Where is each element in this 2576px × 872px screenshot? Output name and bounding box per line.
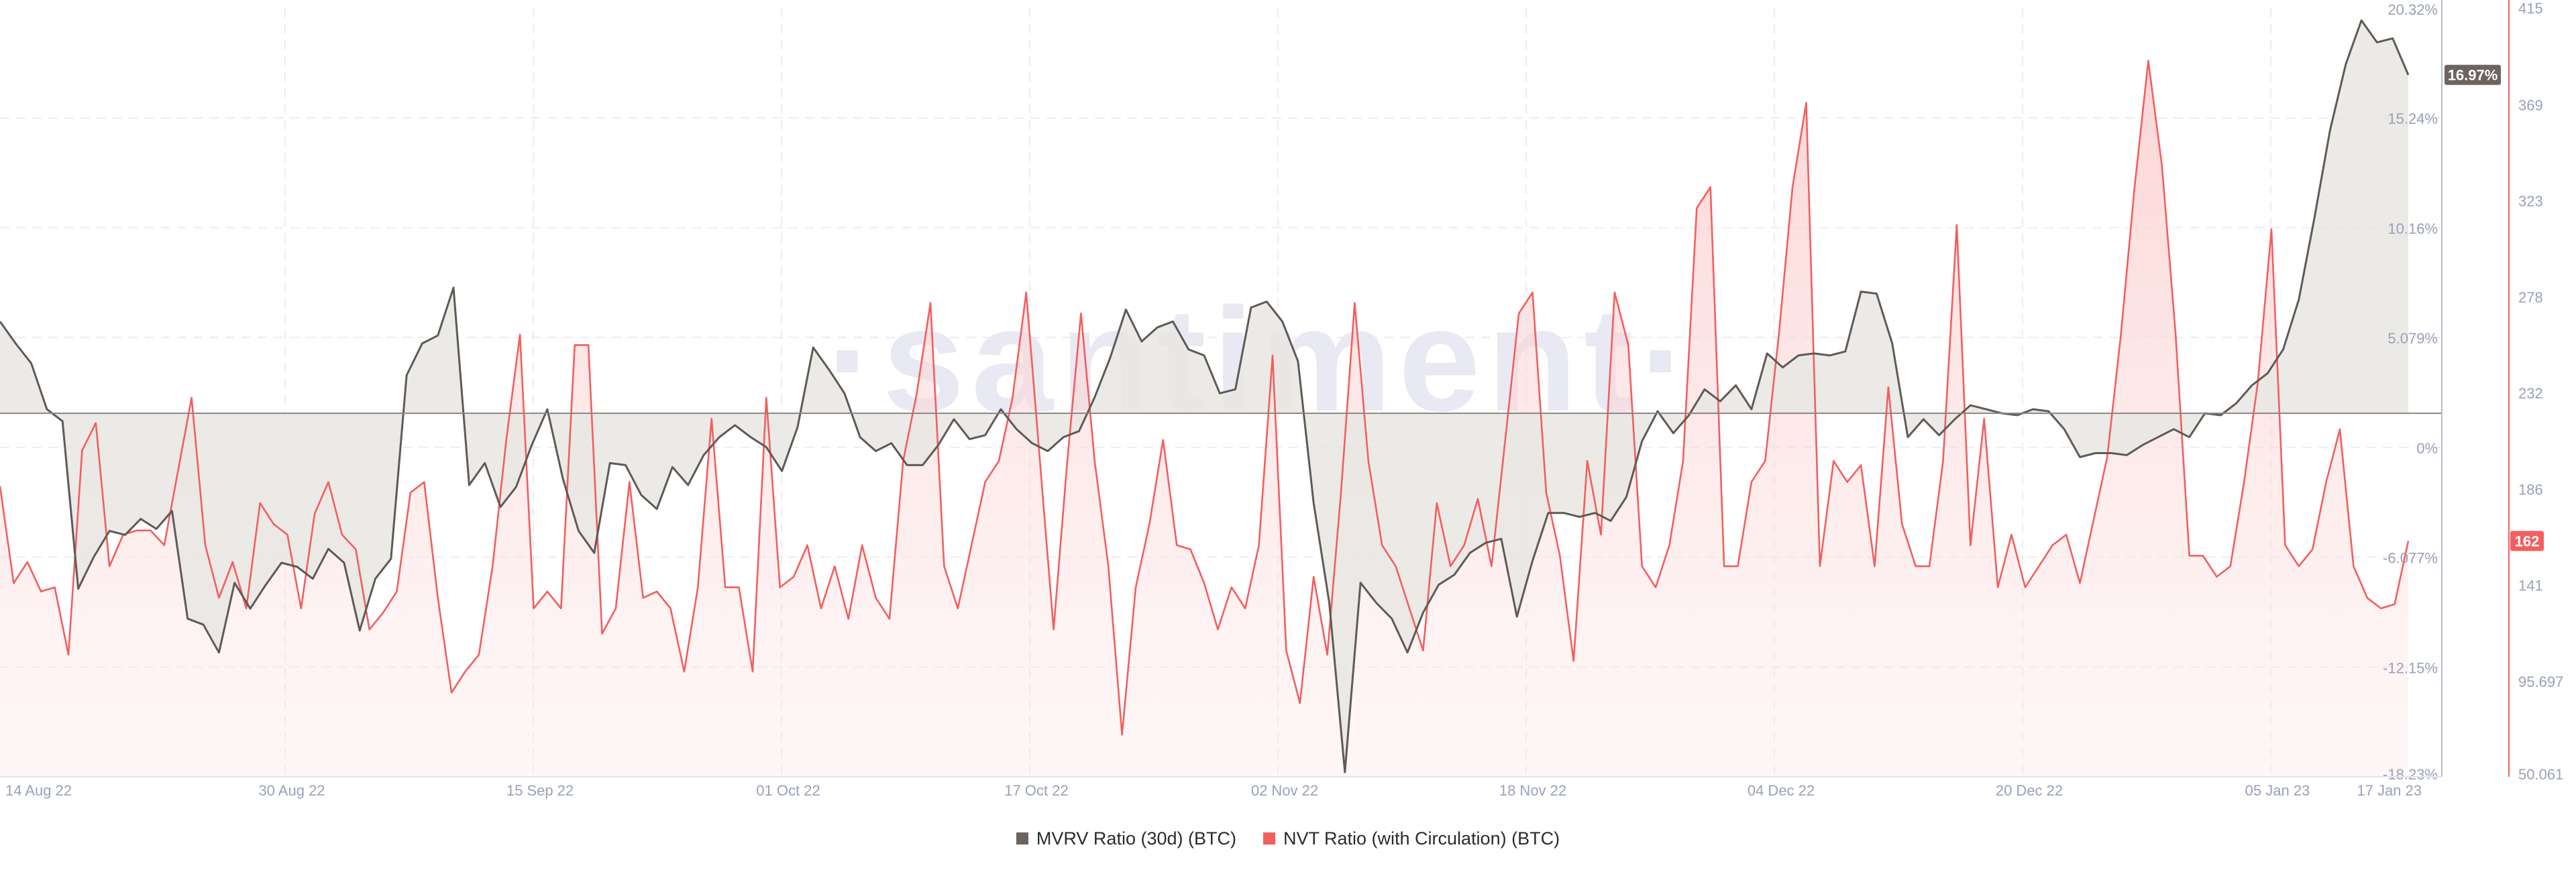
chart-legend: MVRV Ratio (30d) (BTC) NVT Ratio (with C…: [0, 822, 2576, 855]
x-axis-tick-label: 18 Nov 22: [1499, 782, 1566, 799]
mvrv-area: [0, 20, 2408, 773]
x-axis-tick-label: 14 Aug 22: [5, 782, 72, 799]
right-axis-tick-label: 278: [2518, 289, 2543, 306]
nvt-current-value: 162: [2515, 533, 2540, 549]
right-axis-tick-label: 141: [2518, 578, 2543, 594]
axes: 20.32% 15.24% 10.16% 5.079% 0% -6.077% -12.15%…: [0, 0, 2563, 799]
left-axis-tick-label: -12.15%: [2383, 659, 2438, 676]
x-axis-tick-label: 04 Dec 22: [1748, 782, 1815, 799]
right-axis-tick-label: 323: [2518, 193, 2543, 210]
left-axis-tick-label: 15.24%: [2387, 111, 2438, 127]
mvrv-current-badge: [2445, 64, 2501, 85]
left-axis-tick-label: -18.23%: [2383, 766, 2438, 783]
x-axis-tick-label: 02 Nov 22: [1251, 782, 1318, 799]
legend-item-mvrv[interactable]: MVRV Ratio (30d) (BTC): [1016, 828, 1236, 849]
current-value-badges: 16.97% 162: [2445, 64, 2544, 551]
chart-canvas: ·santiment· 20.32%15.24%10.16%5.079%0%-6…: [0, 0, 2563, 799]
legend-label-nvt: NVT Ratio (with Circulation) (BTC): [1283, 828, 1560, 849]
left-axis-tick-label: 20.32%: [2387, 1, 2438, 18]
right-axis-tick-label: 369: [2518, 97, 2543, 113]
nvt-line: [0, 60, 2410, 736]
x-axis-tick-label: 15 Sep 22: [506, 782, 574, 799]
legend-label-mvrv: MVRV Ratio (30d) (BTC): [1036, 828, 1236, 849]
nvt-area: [0, 60, 2408, 777]
mvrv-line: [0, 19, 2410, 773]
right-axis-tick-label: 95.697: [2518, 673, 2563, 690]
x-axis-tick-label: 20 Dec 22: [1996, 782, 2063, 799]
left-axis-tick-label: 10.16%: [2387, 220, 2438, 237]
x-axis-tick-label: 17 Jan 23: [2357, 782, 2422, 799]
right-axis-tick-label: 50.061: [2518, 766, 2563, 783]
nvt-current-badge: [2510, 531, 2544, 551]
legend-swatch-mvrv: [1016, 832, 1028, 844]
right-axis-tick-label: 232: [2518, 385, 2543, 402]
area-fills: [0, 20, 2408, 777]
series-lines: [0, 19, 2410, 773]
right-axis-tick-label: 186: [2518, 481, 2543, 498]
x-axis-tick-label: 01 Oct 22: [756, 782, 820, 799]
right-axis-tick-label: 415: [2518, 0, 2543, 17]
legend-item-nvt[interactable]: NVT Ratio (with Circulation) (BTC): [1263, 828, 1560, 849]
left-axis-tick-label: -6.077%: [2383, 550, 2438, 567]
x-axis-tick-label: 30 Aug 22: [258, 782, 325, 799]
x-axis-tick-label: 17 Oct 22: [1004, 782, 1068, 799]
left-axis-tick-label: 5.079%: [2387, 330, 2438, 347]
left-axis-tick-label: 0%: [2416, 440, 2438, 457]
x-axis-tick-label: 05 Jan 23: [2245, 782, 2310, 799]
legend-swatch-nvt: [1263, 832, 1275, 844]
mvrv-current-value: 16.97%: [2448, 67, 2498, 84]
